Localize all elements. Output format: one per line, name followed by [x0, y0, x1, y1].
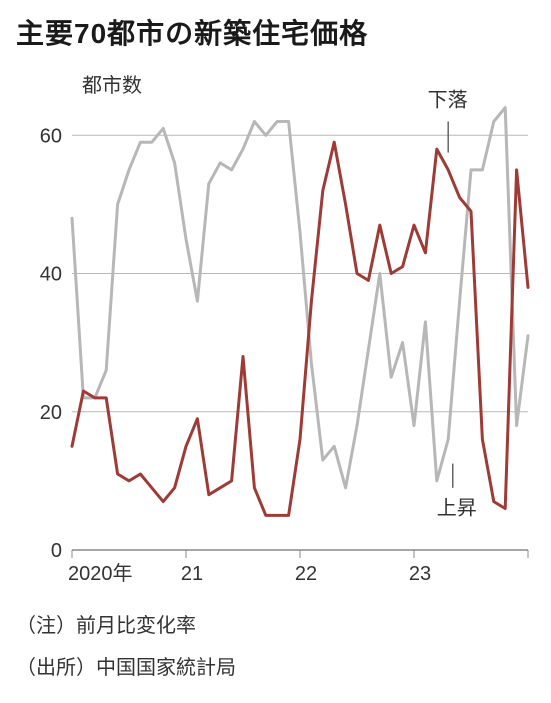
- y-tick-label: 60: [40, 125, 62, 147]
- footnote-source: （出所）中国国家統計局: [16, 652, 535, 684]
- chart-title: 主要70都市の新築住宅価格: [16, 12, 535, 52]
- line-chart: 0 20 40 60 2020年 21 22 23 都市数上昇 下落: [16, 60, 536, 600]
- x-tick-label: 22: [295, 563, 317, 585]
- series-下落: [72, 142, 528, 515]
- x-tick-label: 23: [409, 563, 431, 585]
- footnote-note: （注）前月比変化率: [16, 610, 535, 642]
- x-tick-label: 21: [181, 563, 203, 585]
- y-tick-label: 20: [40, 402, 62, 424]
- y-axis-title: 都市数: [82, 74, 142, 97]
- series-label-下落: 下落: [428, 89, 468, 112]
- y-tick-label: 40: [40, 264, 62, 286]
- series-label-上昇: 上昇: [437, 497, 477, 520]
- y-tick-label: 0: [51, 540, 62, 562]
- x-tick-label: 2020年: [68, 562, 133, 585]
- chart-container: 主要70都市の新築住宅価格 02040602020年212223都市数上昇下落 …: [0, 0, 551, 696]
- chart-plot-wrap: 0 20 40 60 2020年 21 22 23 都市数上昇 下落: [16, 60, 535, 600]
